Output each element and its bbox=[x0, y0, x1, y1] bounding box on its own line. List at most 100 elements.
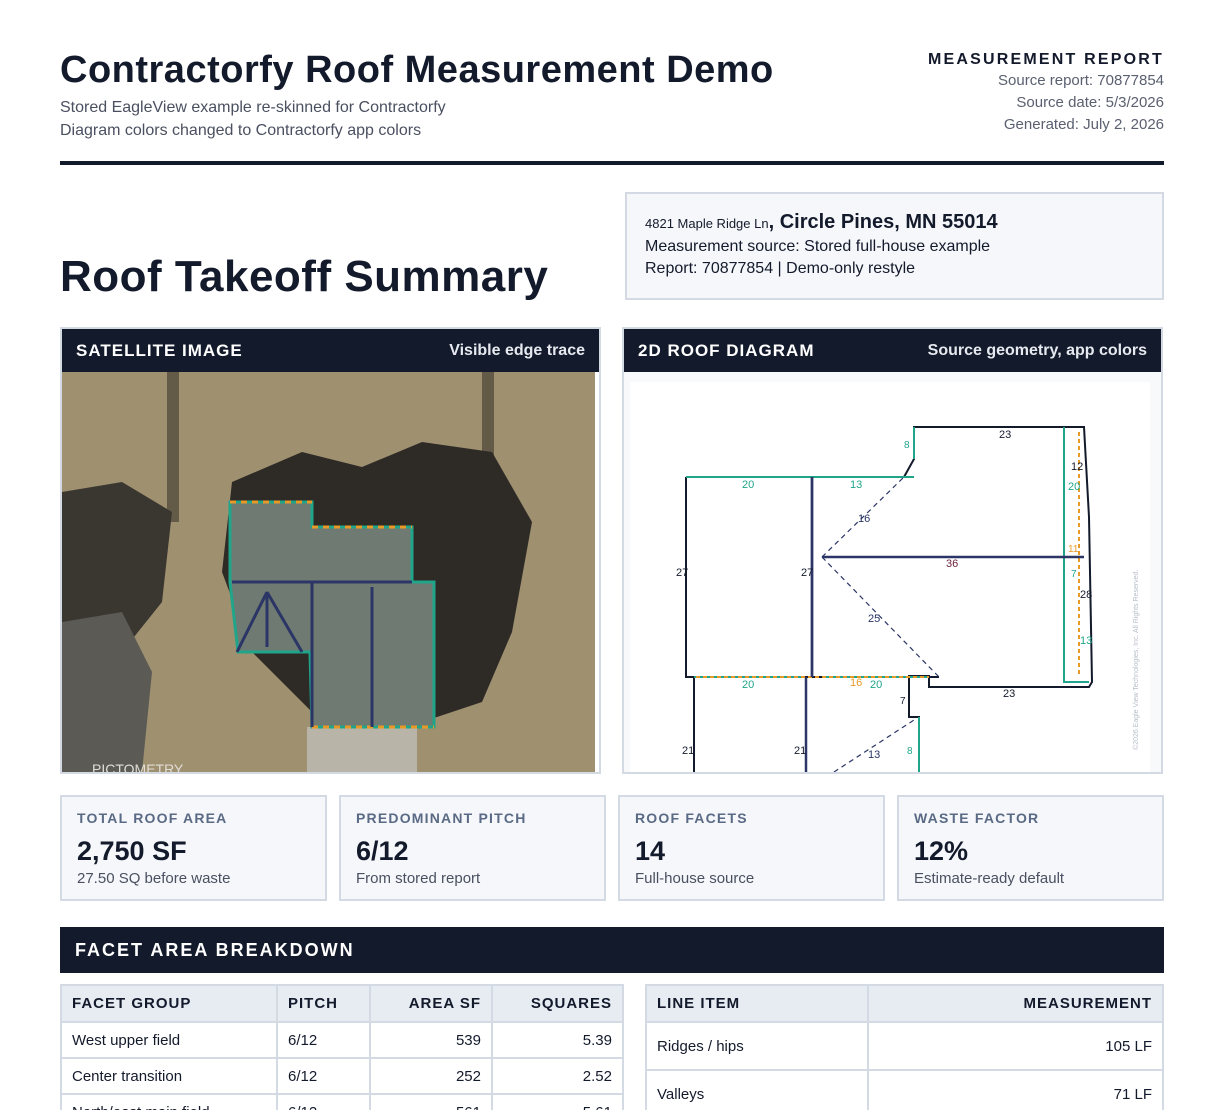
facet-group: North/east main field bbox=[60, 1093, 278, 1110]
label-lower-8: 8 bbox=[907, 746, 913, 757]
label-left-20: 20 bbox=[742, 479, 754, 491]
col-header-pitch: PITCH bbox=[276, 984, 371, 1023]
label-bottom-23: 23 bbox=[1003, 688, 1015, 700]
col-header-measurement: MEASUREMENT bbox=[867, 984, 1164, 1023]
stat-total-roof-area: TOTAL ROOF AREA 2,750 SF 27.50 SQ before… bbox=[60, 795, 327, 901]
stat-value: 12% bbox=[914, 836, 969, 866]
roof-diagram-panel: 2D ROOF DIAGRAM Source geometry, app col… bbox=[622, 327, 1163, 774]
line-item: Ridges / hips bbox=[645, 1021, 869, 1071]
label-lower-21b: 21 bbox=[794, 745, 806, 757]
col-header-line-item: LINE ITEM bbox=[645, 984, 869, 1023]
label-right-13: 13 bbox=[1080, 635, 1092, 647]
label-right-7: 7 bbox=[1071, 569, 1077, 580]
stat-value: 6/12 bbox=[356, 836, 409, 866]
address-city: , Circle Pines, MN 55014 bbox=[768, 211, 998, 233]
stat-label: PREDOMINANT PITCH bbox=[356, 810, 527, 826]
label-top-8: 8 bbox=[904, 440, 910, 451]
label-diag-16: 16 bbox=[858, 513, 870, 525]
watermark: PICTOMETRY bbox=[92, 761, 184, 772]
facet-squares: 5.39 bbox=[491, 1021, 624, 1059]
summary-title: Roof Takeoff Summary bbox=[60, 252, 549, 301]
table-row: North/east main field 6/12 561 5.61 bbox=[60, 1093, 624, 1110]
label-side-7: 7 bbox=[900, 696, 906, 707]
address-line: 4821 Maple Ridge Ln, Circle Pines, MN 55… bbox=[645, 210, 1144, 236]
stat-label: TOTAL ROOF AREA bbox=[77, 810, 228, 826]
stat-predominant-pitch: PREDOMINANT PITCH 6/12 From stored repor… bbox=[339, 795, 606, 901]
source-date: Source date: 5/3/2026 bbox=[1016, 94, 1164, 111]
label-ridge-36: 36 bbox=[946, 558, 958, 570]
facet-area: 539 bbox=[369, 1021, 493, 1059]
stat-note: 27.50 SQ before waste bbox=[77, 870, 231, 887]
facet-pitch: 6/12 bbox=[276, 1057, 371, 1095]
roof-diagram-svg: 23 8 20 13 16 12 20 11 7 28 13 36 25 27 … bbox=[624, 372, 1161, 772]
facet-group: West upper field bbox=[60, 1021, 278, 1059]
address-street: 4821 Maple Ridge Ln bbox=[645, 216, 769, 231]
facet-table: FACET GROUP PITCH AREA SF SQUARES West u… bbox=[60, 984, 624, 1110]
house-roof bbox=[230, 502, 434, 727]
subtitle-line-2: Diagram colors changed to Contractorfy a… bbox=[60, 122, 422, 139]
line-item: Valleys bbox=[645, 1069, 869, 1110]
label-center-27: 27 bbox=[801, 567, 813, 579]
label-west-27: 27 bbox=[676, 567, 688, 579]
label-mid-13: 13 bbox=[850, 479, 862, 491]
label-right-11: 11 bbox=[1068, 544, 1079, 555]
facet-table-header-row: FACET GROUP PITCH AREA SF SQUARES bbox=[60, 984, 624, 1023]
tree-shadow-1 bbox=[167, 372, 179, 522]
label-lower-21a: 21 bbox=[682, 745, 694, 757]
satellite-image-svg: PICTOMETRY bbox=[62, 372, 599, 772]
stat-roof-facets: ROOF FACETS 14 Full-house source bbox=[618, 795, 885, 901]
drip-edge-lines bbox=[696, 432, 1080, 678]
label-lower-13: 13 bbox=[868, 749, 880, 761]
satellite-panel-header: SATELLITE IMAGE Visible edge trace bbox=[62, 329, 599, 372]
col-header-squares: SQUARES bbox=[491, 984, 624, 1023]
col-header-facet-group: FACET GROUP bbox=[60, 984, 278, 1023]
summary-stats: TOTAL ROOF AREA 2,750 SF 27.50 SQ before… bbox=[60, 795, 1164, 901]
diagram-panel-header: 2D ROOF DIAGRAM Source geometry, app col… bbox=[624, 329, 1161, 372]
table-row: West upper field 6/12 539 5.39 bbox=[60, 1021, 624, 1059]
measurement-source: Measurement source: Stored full-house ex… bbox=[645, 238, 991, 255]
satellite-image: PICTOMETRY bbox=[62, 372, 599, 772]
source-report: Source report: 70877854 bbox=[998, 72, 1164, 89]
roof-ridge-trace bbox=[232, 580, 412, 727]
satellite-panel: SATELLITE IMAGE Visible edge trace PICTO… bbox=[60, 327, 601, 774]
image-edge bbox=[595, 372, 599, 772]
table-row: Valleys 71 LF bbox=[645, 1069, 1164, 1110]
col-header-area: AREA SF bbox=[369, 984, 493, 1023]
label-diag-25: 25 bbox=[868, 613, 880, 625]
roof-diagram: 23 8 20 13 16 12 20 11 7 28 13 36 25 27 … bbox=[624, 372, 1161, 772]
label-right-20: 20 bbox=[1068, 481, 1080, 493]
stat-note: Estimate-ready default bbox=[914, 870, 1065, 887]
label-bottom-16: 16 bbox=[850, 677, 862, 689]
label-right-12: 12 bbox=[1071, 461, 1083, 473]
facet-area: 561 bbox=[369, 1093, 493, 1110]
diagram-panel-title: 2D ROOF DIAGRAM bbox=[638, 340, 815, 360]
line-measurement: 71 LF bbox=[867, 1069, 1164, 1110]
stat-waste-factor: WASTE FACTOR 12% Estimate-ready default bbox=[897, 795, 1164, 901]
stat-label: WASTE FACTOR bbox=[914, 810, 1040, 826]
generated-date: Generated: July 2, 2026 bbox=[1003, 116, 1164, 133]
tree-shadow-west bbox=[62, 482, 172, 662]
facet-pitch: 6/12 bbox=[276, 1021, 371, 1059]
facet-pitch: 6/12 bbox=[276, 1093, 371, 1110]
line-measurement: 105 LF bbox=[867, 1021, 1164, 1071]
valley-lines bbox=[821, 476, 940, 772]
label-right-28: 28 bbox=[1080, 589, 1092, 601]
roof-edge-trace bbox=[228, 500, 436, 729]
facet-squares: 5.61 bbox=[491, 1093, 624, 1110]
report-header: Contractorfy Roof Measurement Demo Store… bbox=[60, 48, 1164, 142]
facet-group: Center transition bbox=[60, 1057, 278, 1095]
facet-squares: 2.52 bbox=[491, 1057, 624, 1095]
driveway bbox=[307, 727, 417, 772]
facet-breakdown-header: FACET AREA BREAKDOWN bbox=[60, 927, 1164, 973]
table-row: Ridges / hips 105 LF bbox=[645, 1021, 1164, 1071]
center-ridge bbox=[804, 477, 814, 772]
label-bottom-20a: 20 bbox=[742, 679, 754, 691]
label-bottom-20b: 20 bbox=[870, 679, 882, 691]
line-item-table: LINE ITEM MEASUREMENT Ridges / hips 105 … bbox=[645, 984, 1164, 1110]
report-label: MEASUREMENT REPORT bbox=[927, 51, 1164, 68]
label-top-23: 23 bbox=[999, 429, 1011, 441]
neighbor-roof bbox=[62, 612, 152, 772]
satellite-panel-subtitle: Visible edge trace bbox=[449, 341, 585, 359]
facet-area: 252 bbox=[369, 1057, 493, 1095]
address-card: 4821 Maple Ridge Ln, Circle Pines, MN 55… bbox=[625, 192, 1164, 300]
